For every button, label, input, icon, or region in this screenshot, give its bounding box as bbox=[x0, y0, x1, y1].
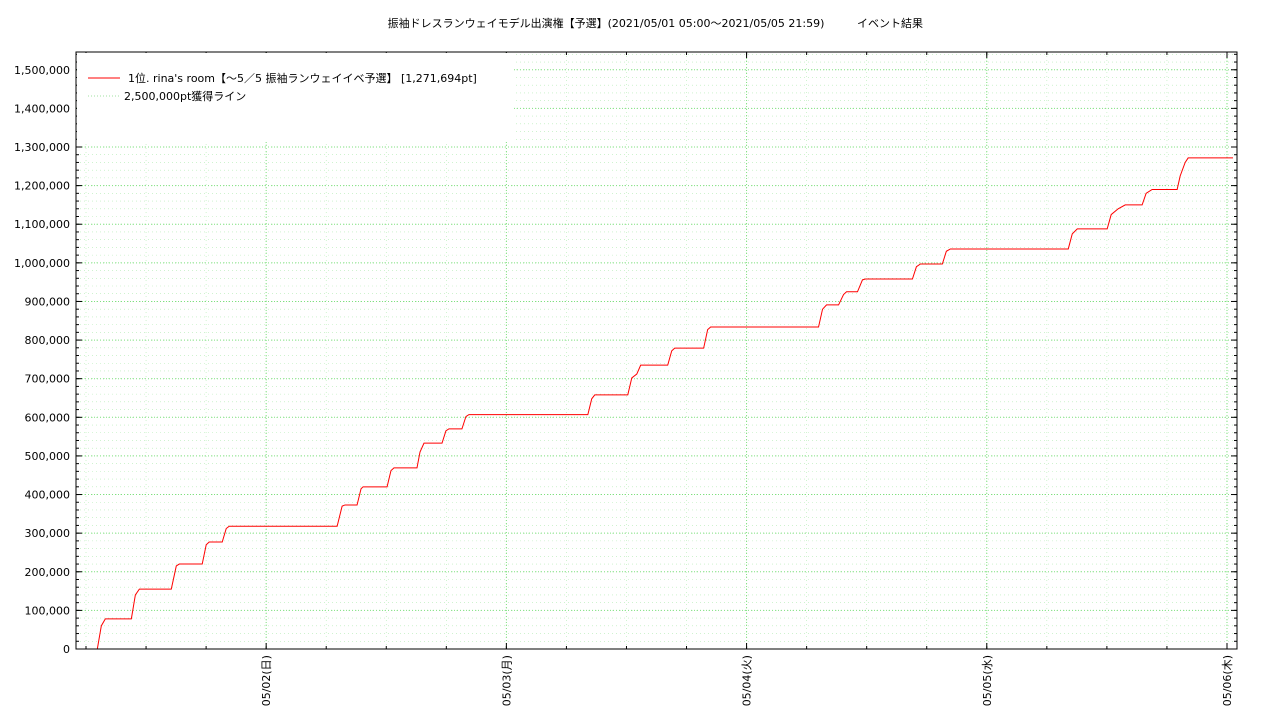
plot-border bbox=[75, 51, 1238, 650]
y-tick-label: 700,000 bbox=[25, 373, 71, 386]
chart-subtitle: イベント結果 bbox=[857, 16, 923, 30]
plot-area bbox=[96, 157, 1233, 649]
chart-title: 振袖ドレスランウェイモデル出演権【予選】(2021/05/01 05:00〜20… bbox=[388, 16, 825, 30]
y-tick-label: 1,400,000 bbox=[14, 102, 70, 115]
y-tick-label: 1,100,000 bbox=[14, 218, 70, 231]
x-tick-label: 05/02(日) bbox=[260, 655, 273, 706]
y-tick-label: 200,000 bbox=[25, 566, 71, 579]
x-tick-label: 05/03(月) bbox=[500, 655, 513, 706]
y-tick-label: 300,000 bbox=[25, 527, 71, 540]
y-tick-label: 1,300,000 bbox=[14, 141, 70, 154]
y-tick-label: 100,000 bbox=[25, 604, 71, 617]
legend-box bbox=[77, 53, 513, 141]
x-tick-label: 05/04(火) bbox=[741, 655, 754, 706]
y-tick-label: 600,000 bbox=[25, 411, 71, 424]
x-tick-label: 05/06(木) bbox=[1221, 655, 1234, 706]
y-tick-label: 800,000 bbox=[25, 334, 71, 347]
x-tick-label: 05/05(水) bbox=[981, 655, 994, 706]
y-tick-label: 1,000,000 bbox=[14, 257, 70, 270]
legend-label: 2,500,000pt獲得ライン bbox=[124, 90, 246, 103]
y-tick-label: 400,000 bbox=[25, 489, 71, 502]
y-tick-label: 1,200,000 bbox=[14, 180, 70, 193]
y-tick-label: 900,000 bbox=[25, 295, 71, 308]
y-tick-label: 0 bbox=[63, 643, 70, 656]
y-tick-label: 500,000 bbox=[25, 450, 71, 463]
y-tick-label: 1,500,000 bbox=[14, 64, 70, 77]
legend-label: 1位. rina's room【〜5／5 振袖ランウェイイベ予選】 [1,271… bbox=[128, 71, 477, 85]
data-line bbox=[96, 157, 1233, 649]
